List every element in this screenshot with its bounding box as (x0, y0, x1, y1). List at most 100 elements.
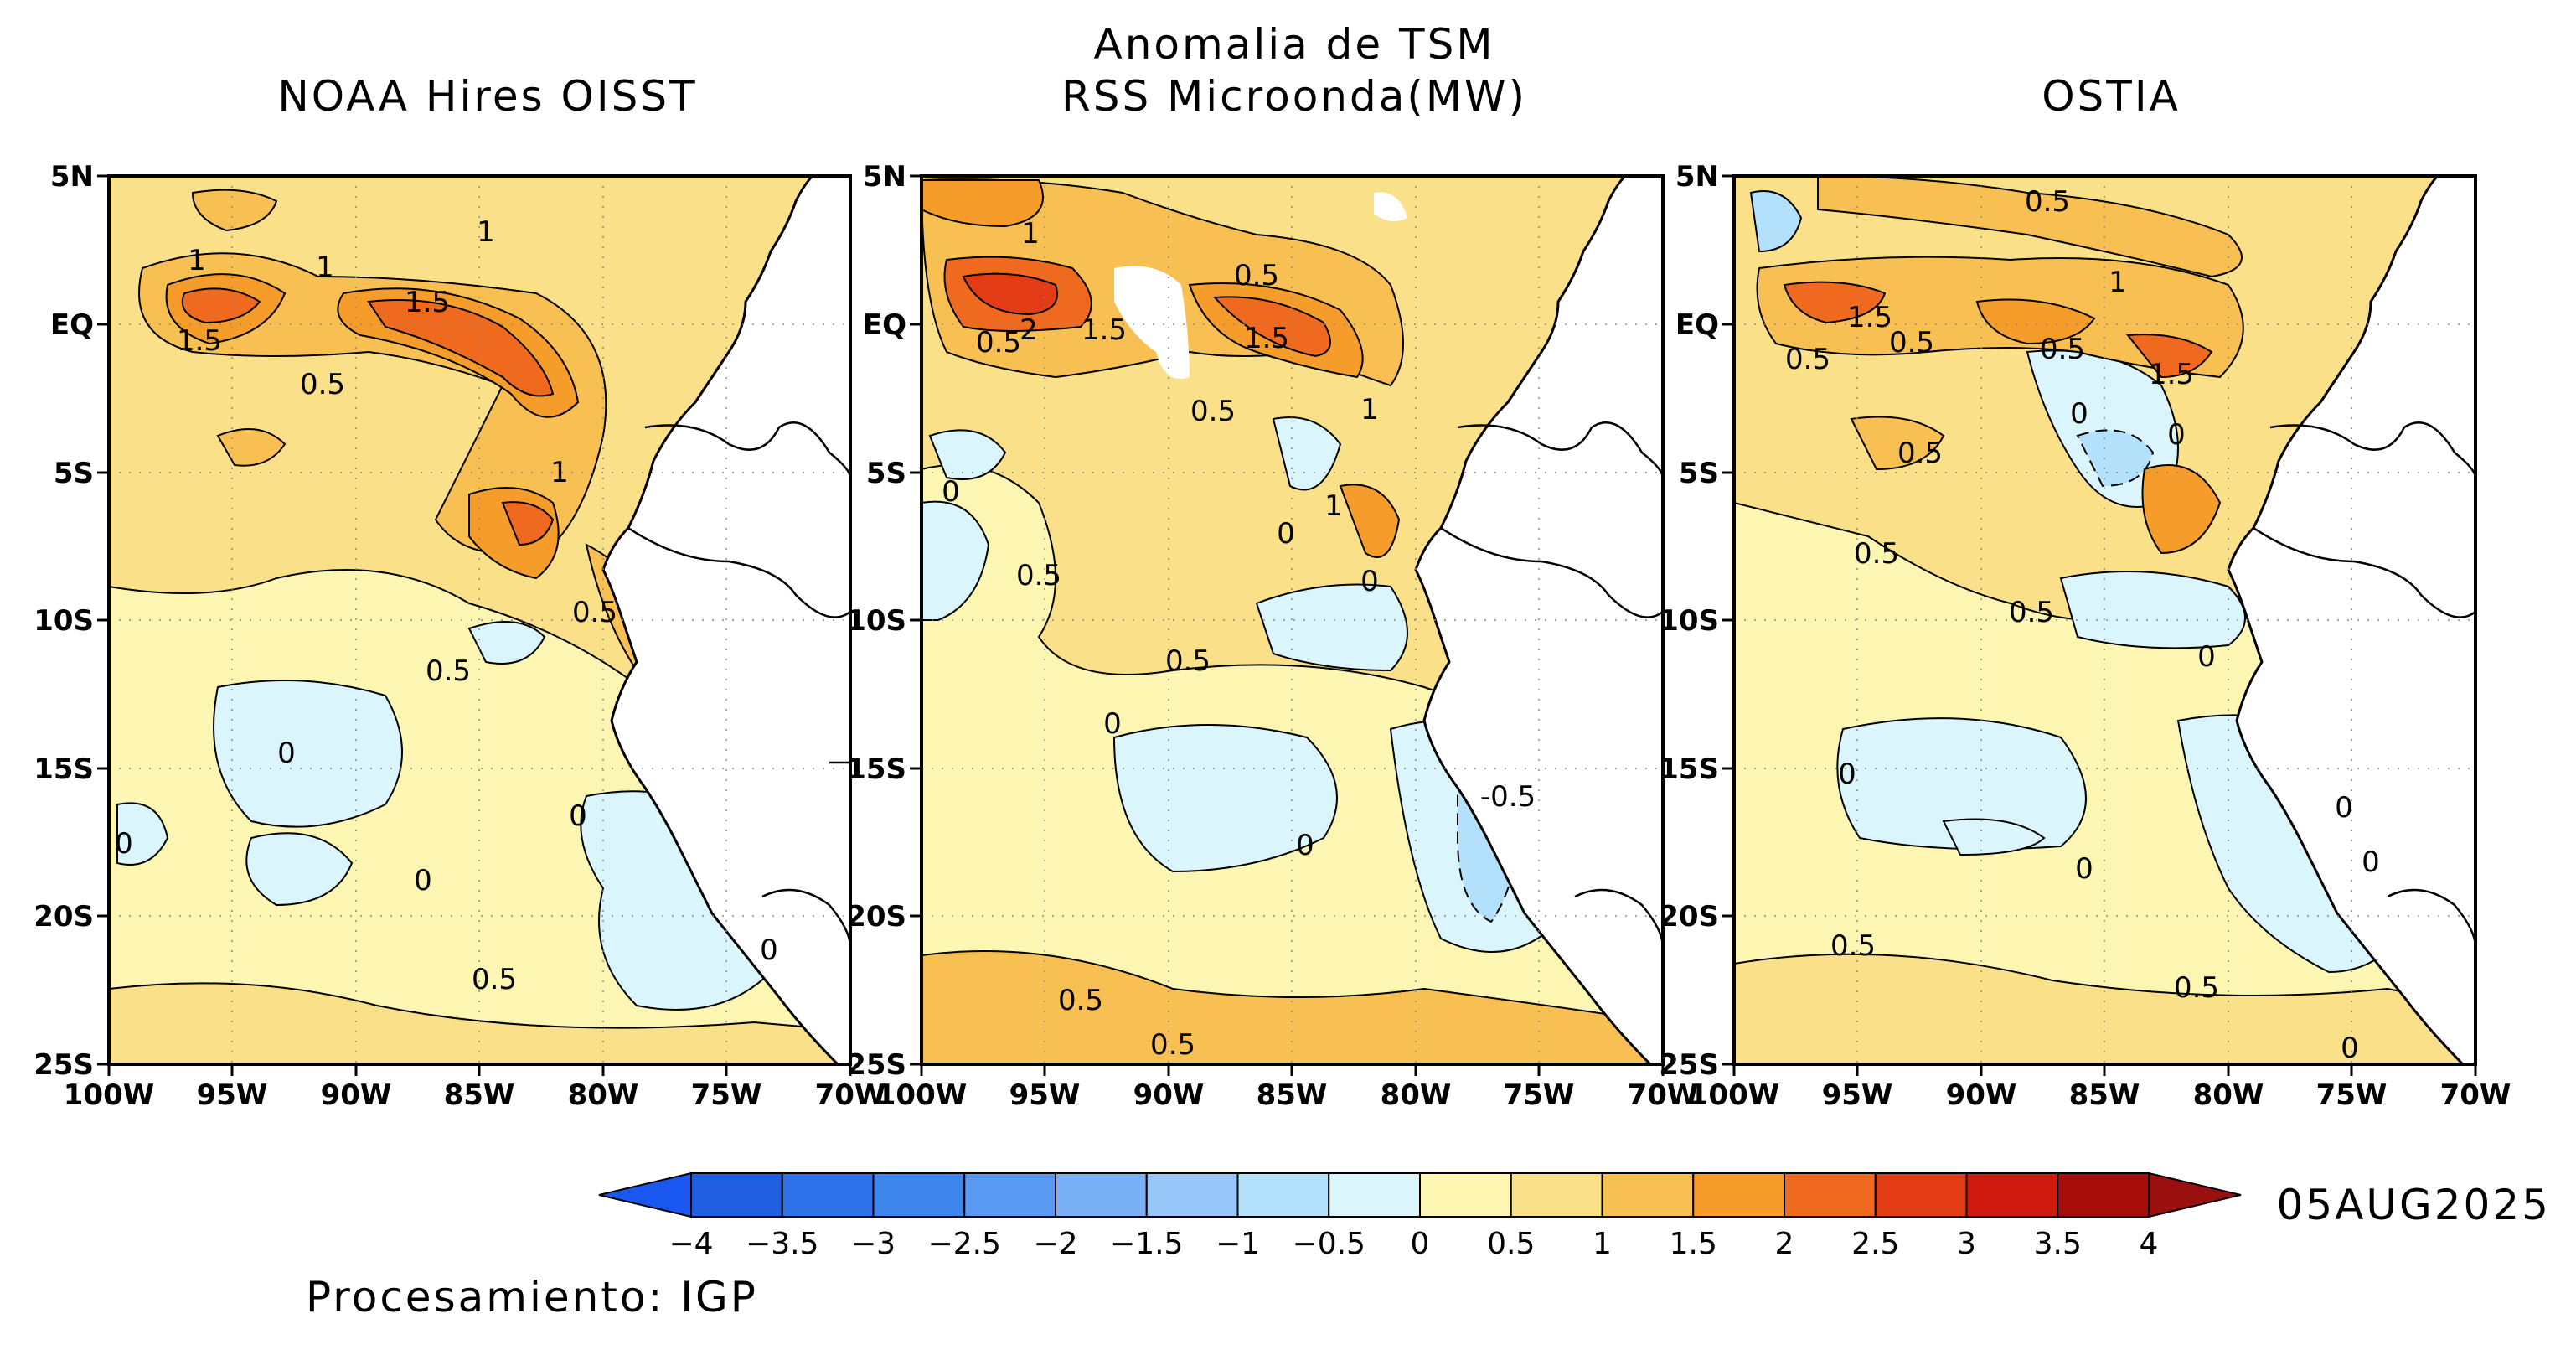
grid-lines (109, 176, 2475, 1064)
contour-label: 0.5 (2009, 596, 2054, 629)
contour-label: 0 (2167, 418, 2186, 452)
contour-label: 0.5 (1016, 559, 1061, 592)
contour-label: 1 (1360, 393, 1379, 427)
contour-labels-panel-2: 1 0.5 0.5 2 1.5 1.5 0.5 1 0 0.5 1 0 0.5 … (942, 217, 1536, 1062)
colorbar-swatch (1510, 1172, 1603, 1218)
colorbar-swatch (2057, 1172, 2150, 1218)
contour-label: 0 (277, 737, 296, 770)
lat-tick-label: 20S (34, 900, 94, 934)
lon-tick-label: 95W (1822, 1078, 1893, 1112)
colorbar-swatch (1236, 1172, 1330, 1218)
lat-tick-label: EQ (50, 308, 94, 342)
lon-tick-label: 85W (444, 1078, 515, 1112)
lon-tick-label: 70W (1628, 1078, 1699, 1112)
lat-tick-label: 5N (863, 160, 906, 194)
lat-tick-label: 15S (1659, 752, 1719, 786)
colorbar-tick-label: −3 (851, 1227, 896, 1261)
colorbar-tick-label: −3.5 (746, 1227, 818, 1261)
contour-label: 0.5 (1190, 395, 1236, 428)
lon-tick-label: 90W (1133, 1078, 1205, 1112)
lat-tick-label: 10S (1659, 604, 1719, 638)
lat-tick-label: 20S (846, 900, 906, 934)
contour-labels-panel-3: 0.5 1 1.5 0.5 0.5 0.5 1.5 0 0 0.5 0.5 0.… (1785, 185, 2380, 1065)
contour-label: 0.5 (1785, 343, 1830, 376)
contour-label: 1 (1324, 489, 1343, 523)
contour-label: 1.5 (1847, 301, 1892, 334)
lat-tick-label: 25S (846, 1048, 906, 1082)
lat-labels-panel-1: 5N EQ 5S 10S 15S 20S 25S (34, 160, 94, 1082)
tick-marks (97, 174, 2477, 1076)
contour-label: 1.5 (2149, 358, 2194, 391)
colorbar-over-arrow (2148, 1171, 2242, 1218)
lon-tick-label: 95W (197, 1078, 268, 1112)
colorbar-swatch (1328, 1172, 1421, 1218)
contour-label: 0 (1360, 565, 1379, 598)
lat-tick-label: 25S (34, 1048, 94, 1082)
contour-label: 1 (477, 215, 495, 249)
lon-labels-panel-3: 100W 95W 90W 85W 80W 75W 70W (1689, 1078, 2511, 1112)
contour-label: 0 (569, 799, 587, 833)
contour-label: 0.5 (472, 963, 517, 996)
colorbar-under-arrow (598, 1171, 692, 1218)
contour-label: 0 (2335, 791, 2353, 825)
colorbar-swatch (1965, 1172, 2059, 1218)
lon-tick-label: 75W (2316, 1078, 2388, 1112)
contour-label: 0 (2341, 1032, 2359, 1065)
lat-tick-label: 5N (1675, 160, 1719, 194)
contour-label: 0.5 (572, 596, 617, 629)
contour-label: 1 (550, 456, 569, 489)
lat-tick-label: 15S (846, 752, 906, 786)
contour-label: 1.5 (405, 286, 450, 319)
contour-label: 0.5 (1150, 1028, 1195, 1062)
contour-label: 0 (2075, 852, 2093, 886)
contour-label: 1.5 (1082, 313, 1127, 347)
contour-label: 0.5 (2174, 971, 2219, 1005)
contour-label: 0.5 (1234, 259, 1279, 292)
contour-label: 0 (1277, 517, 1295, 551)
colorbar-tick-label: −1.5 (1110, 1227, 1183, 1261)
colorbar-tick-label: −2 (1033, 1227, 1077, 1261)
colorbar-swatch (872, 1172, 966, 1218)
lon-tick-label: 100W (64, 1078, 154, 1112)
lat-tick-label: EQ (1675, 308, 1719, 342)
lon-tick-label: 85W (2069, 1078, 2140, 1112)
colorbar-tick-label: −4 (669, 1227, 713, 1261)
colorbar-swatch (1419, 1172, 1512, 1218)
colorbar-tick-label: −1 (1216, 1227, 1260, 1261)
colorbar-swatch (1145, 1172, 1239, 1218)
contour-label: 0.5 (1058, 984, 1103, 1017)
contour-label: 0.5 (1897, 437, 1943, 470)
contour-label: 0.5 (1165, 644, 1211, 678)
contour-label: -0.5 (1480, 780, 1536, 814)
colorbar-swatch (1055, 1172, 1148, 1218)
lon-tick-label: 90W (321, 1078, 392, 1112)
lat-tick-label: 15S (34, 752, 94, 786)
contour-labels-panel-1: 1 1 1 1.5 1.5 0.5 1 0.5 0.5 0 0 0 0 0 0.… (115, 215, 778, 996)
contour-label: 0 (2070, 397, 2088, 431)
colorbar-tick-label: 3.5 (2034, 1227, 2082, 1261)
contour-label: 1 (1021, 217, 1040, 251)
colorbar-swatch (1692, 1172, 1785, 1218)
lat-tick-label: 5S (1679, 457, 1719, 490)
contour-label: 1.5 (177, 324, 222, 358)
lat-tick-label: EQ (863, 308, 906, 342)
contour-label: 0 (760, 934, 778, 967)
contour-label: 1 (2109, 266, 2127, 299)
colorbar-swatch (690, 1172, 783, 1218)
contour-label: 0 (2197, 640, 2216, 674)
contour-label: 0 (2362, 846, 2380, 879)
lat-labels-panel-2: 5N EQ 5S 10S 15S 20S 25S (846, 160, 906, 1082)
colorbar-swatch (781, 1172, 875, 1218)
colorbar: −4 −3.5 −3 −2.5 −2 −1.5 −1 −0.5 0 0.5 1 1.5 2 2.5 3 3.5… (598, 1171, 2242, 1261)
colorbar-tick-label: −2.5 (928, 1227, 1001, 1261)
contour-label: 0.5 (2040, 333, 2085, 366)
lat-tick-label: 5S (54, 457, 94, 490)
lat-tick-label: 5S (866, 457, 906, 490)
contour-label: 0.5 (1889, 326, 1934, 359)
date-label: 05AUG2025 (2277, 1181, 2551, 1229)
contour-label: 0.5 (1854, 537, 1899, 571)
colorbar-swatch (1601, 1172, 1695, 1218)
lon-tick-label: 100W (876, 1078, 967, 1112)
lon-labels-panel-2: 100W 95W 90W 85W 80W 75W 70W (876, 1078, 1699, 1112)
lat-tick-label: 10S (34, 604, 94, 638)
